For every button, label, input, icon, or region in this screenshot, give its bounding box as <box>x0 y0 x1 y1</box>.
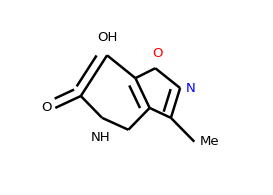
Text: OH: OH <box>97 31 117 44</box>
Text: Me: Me <box>200 135 220 148</box>
Text: N: N <box>186 82 196 95</box>
Text: O: O <box>41 101 51 114</box>
Text: NH: NH <box>90 131 110 144</box>
Text: O: O <box>152 47 162 60</box>
